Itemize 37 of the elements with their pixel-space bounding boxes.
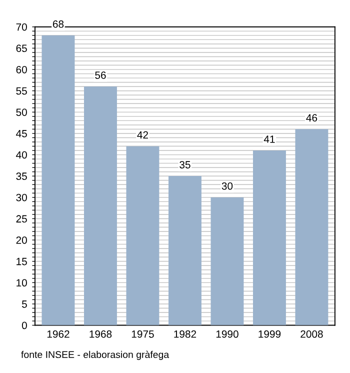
y-tick-label: 25	[16, 215, 27, 223]
x-tick-label: 1982	[174, 330, 196, 338]
bar	[210, 197, 244, 326]
y-tick-label: 5	[22, 300, 27, 308]
y-tick-label: 50	[16, 108, 27, 116]
y-tick-label: 0	[22, 322, 27, 330]
x-tick-label: 1999	[258, 330, 281, 338]
data-label: 68	[52, 20, 64, 28]
bar	[168, 176, 202, 326]
data-label: 46	[306, 114, 318, 122]
y-tick-label: 45	[16, 130, 27, 138]
y-tick-label: 30	[16, 194, 27, 202]
source-note: fonte INSEE - elaborasion gràfega	[21, 350, 170, 360]
y-tick-label: 15	[16, 258, 27, 266]
x-tick-label: 1962	[47, 330, 70, 338]
x-tick-label: 1975	[132, 330, 154, 338]
data-label: 35	[180, 161, 190, 168]
bar	[42, 35, 75, 326]
data-label: 42	[137, 131, 148, 138]
bar	[295, 129, 328, 326]
x-tick-label: 1968	[90, 330, 112, 338]
y-tick-label: 20	[16, 236, 27, 244]
y-tick-label: 10	[16, 279, 27, 287]
y-tick-label: 35	[16, 172, 27, 180]
data-label: 30	[222, 182, 233, 190]
bar	[126, 146, 160, 326]
x-tick-label: 1990	[216, 330, 238, 338]
data-label: 56	[95, 72, 106, 79]
data-label: 41	[264, 136, 275, 143]
bar	[84, 86, 117, 326]
y-tick-label: 65	[16, 44, 27, 52]
y-tick-label: 55	[16, 87, 27, 95]
y-tick-label: 60	[16, 66, 27, 74]
bar	[252, 150, 286, 326]
x-tick-label: 2008	[300, 330, 323, 338]
y-tick-label: 70	[16, 23, 27, 31]
y-tick-label: 40	[16, 151, 27, 159]
